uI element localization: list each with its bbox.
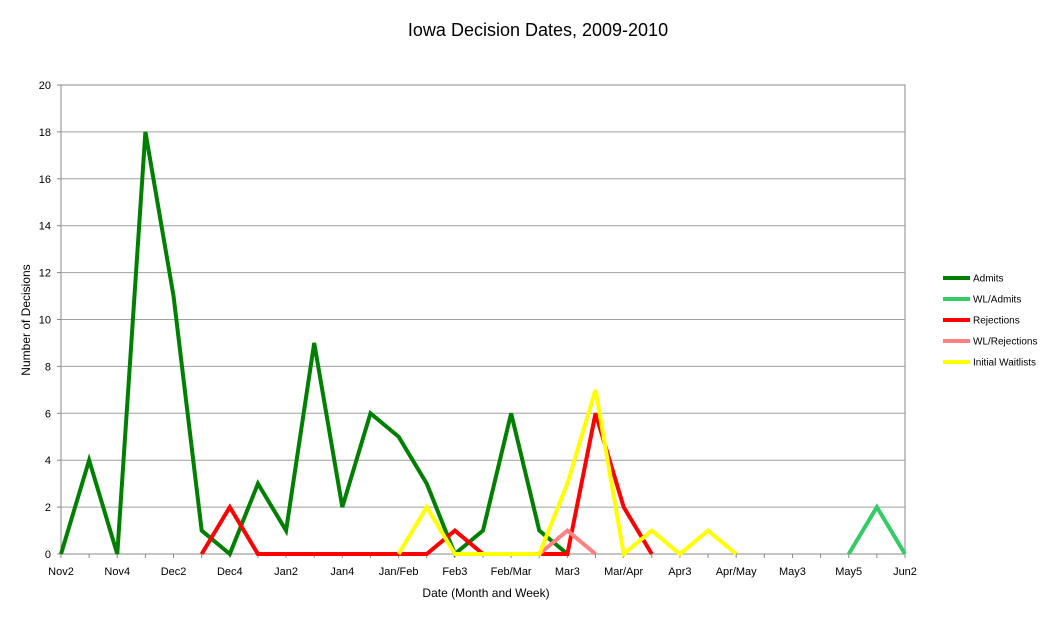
- x-tick-label: Feb/Mar: [491, 566, 532, 578]
- legend-label: Rejections: [973, 316, 1020, 327]
- x-tick-label: Mar/Apr: [604, 566, 643, 578]
- x-tick-label: Jun2: [893, 566, 917, 578]
- y-tick-label: 0: [45, 549, 51, 561]
- x-tick-label: Apr/May: [716, 566, 757, 578]
- y-tick-label: 16: [39, 174, 51, 186]
- y-tick-label: 4: [45, 455, 51, 467]
- y-axis: 0 2 4 6 8 10 12 14 16 18 20: [39, 80, 61, 561]
- y-tick-label: 12: [39, 268, 51, 280]
- x-tick-label: May5: [835, 566, 862, 578]
- x-tick-label: Dec4: [217, 566, 243, 578]
- x-tick-label: Jan/Feb: [379, 566, 419, 578]
- series-line-admits: [59, 131, 569, 558]
- legend-label: WL/Rejections: [973, 337, 1037, 348]
- chart-title: Iowa Decision Dates, 2009-2010: [407, 20, 669, 40]
- y-tick-label: 20: [39, 80, 51, 92]
- x-tick-label: Jan4: [330, 566, 354, 578]
- x-tick-label: Nov2: [48, 566, 74, 578]
- y-tick-label: 14: [39, 221, 51, 233]
- legend-label: Admits: [973, 274, 1004, 285]
- y-tick-label: 10: [39, 315, 51, 327]
- series-line-initial-waitlists: [396, 389, 738, 558]
- grid-lines: [61, 131, 905, 508]
- x-axis-title: Date (Month and Week): [422, 586, 549, 600]
- x-tick-label: Dec2: [161, 566, 187, 578]
- y-tick-label: 8: [45, 361, 51, 373]
- x-tick-label: Feb3: [442, 566, 467, 578]
- series-lines: [59, 131, 907, 558]
- y-tick-label: 6: [45, 408, 51, 420]
- x-tick-label: May3: [779, 566, 806, 578]
- y-axis-title: Number of Decisions: [19, 264, 33, 375]
- legend-label: Initial Waitlists: [973, 358, 1036, 369]
- series-line-wl-admits: [847, 503, 907, 556]
- legend: Admits WL/Admits Rejections WL/Rejections In…: [943, 274, 1037, 369]
- x-tick-label: Jan2: [274, 566, 298, 578]
- y-tick-label: 18: [39, 127, 51, 139]
- x-tick-label: Mar3: [555, 566, 580, 578]
- x-axis: Nov2 Nov4 Dec2 Dec4 Jan2 Jan4 Jan/Feb Feb3 Feb/M…: [48, 554, 917, 578]
- x-tick-label: Nov4: [104, 566, 130, 578]
- series-line-wl-rejections: [537, 527, 597, 556]
- y-tick-label: 2: [45, 502, 51, 514]
- x-tick-label: Apr3: [668, 566, 691, 578]
- legend-label: WL/Admits: [973, 295, 1021, 306]
